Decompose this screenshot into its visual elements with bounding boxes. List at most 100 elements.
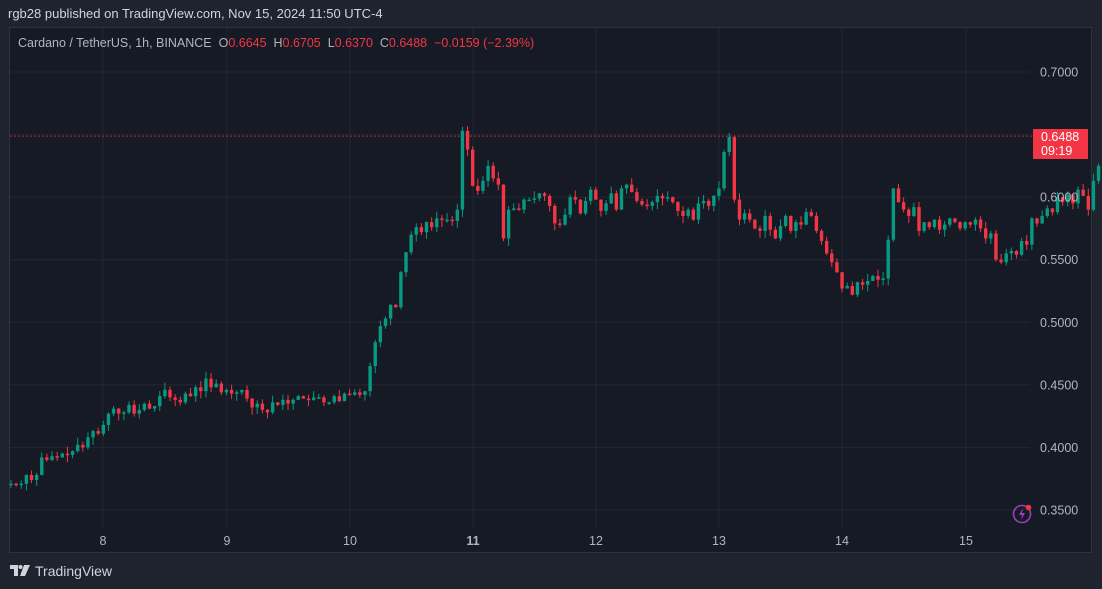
candle: [645, 204, 649, 207]
time-tick-label: 14: [835, 534, 849, 548]
low-value: 0.6370: [334, 36, 373, 50]
candle: [588, 189, 593, 201]
candle: [491, 165, 495, 179]
candle: [471, 149, 475, 186]
candle: [424, 222, 429, 233]
price-tick-label: 0.5500: [1040, 253, 1078, 267]
candle: [583, 200, 588, 214]
candle: [599, 199, 603, 211]
candle: [958, 222, 962, 229]
candle: [260, 403, 265, 410]
candle: [640, 200, 644, 205]
candle: [542, 193, 547, 196]
candle: [245, 389, 249, 399]
candle: [1030, 218, 1034, 245]
candle: [860, 282, 865, 285]
candle: [984, 228, 988, 239]
chart-panel[interactable]: [9, 27, 1092, 553]
candle: [193, 387, 198, 397]
candle: [132, 404, 136, 414]
tradingview-logo-icon: [10, 565, 30, 576]
footer: TradingView: [10, 563, 112, 579]
candle: [142, 403, 147, 410]
candle: [876, 275, 880, 280]
candle: [994, 233, 998, 260]
candle: [1019, 240, 1024, 255]
time-tick-label: 12: [589, 534, 603, 548]
candle: [896, 188, 901, 203]
candle: [1050, 208, 1055, 213]
candle: [29, 474, 34, 480]
candle: [353, 392, 357, 395]
candle: [799, 222, 803, 225]
candle: [9, 483, 13, 486]
candle: [204, 378, 208, 392]
candle: [563, 214, 567, 225]
candle: [665, 197, 670, 199]
candle: [250, 398, 254, 408]
candle: [1009, 250, 1014, 254]
time-axis: 8 9 10 11 12 13 14 15: [100, 534, 973, 548]
time-tick-label: 10: [343, 534, 357, 548]
candle: [368, 366, 372, 392]
candle: [912, 207, 916, 216]
candle: [573, 197, 577, 200]
candle: [614, 193, 619, 210]
candle: [768, 215, 772, 230]
candle: [342, 393, 347, 402]
last-price-badge: 0.6488 09:19: [1033, 129, 1088, 159]
price-axis: 0.70000.65000.60000.55000.50000.45000.40…: [1040, 66, 1078, 518]
candle: [604, 203, 608, 211]
candle: [55, 456, 59, 458]
chart-grid: [10, 28, 1032, 528]
time-tick-label: 11: [466, 534, 479, 548]
candle: [763, 215, 767, 231]
candle: [527, 199, 531, 202]
candle: [111, 408, 116, 414]
candle: [553, 205, 557, 224]
candle: [394, 304, 398, 308]
published-caption: rgb28 published on TradingView.com, Nov …: [8, 6, 383, 21]
bar-countdown: 09:19: [1041, 144, 1073, 158]
candle: [691, 209, 695, 220]
candle: [773, 229, 778, 239]
candle: [476, 185, 480, 191]
candle: [1071, 194, 1075, 204]
candle: [301, 396, 306, 399]
candle: [214, 383, 218, 388]
candle: [819, 230, 824, 241]
candle: [824, 240, 829, 254]
candle: [840, 272, 844, 289]
candle: [953, 218, 957, 223]
candle: [809, 212, 813, 216]
candle: [137, 409, 141, 414]
candle: [255, 403, 259, 408]
candle: [1091, 180, 1096, 210]
change-value: −0.0159 (−2.39%): [434, 36, 535, 50]
candle: [783, 215, 788, 226]
candle: [317, 397, 321, 399]
candle: [742, 213, 747, 220]
candle: [40, 457, 44, 475]
candle: [332, 396, 336, 403]
candle: [963, 222, 967, 229]
candle: [91, 431, 95, 438]
candle: [866, 280, 870, 285]
candle: [209, 378, 213, 388]
candle: [635, 192, 639, 201]
candle: [937, 219, 942, 230]
candle: [1076, 189, 1080, 204]
candle: [183, 393, 188, 403]
candle: [429, 222, 434, 228]
candle: [363, 391, 367, 395]
candle: [660, 195, 665, 199]
candle: [732, 137, 737, 200]
alert-icon[interactable]: [1012, 503, 1032, 524]
candle: [942, 224, 947, 230]
candle: [578, 199, 583, 214]
candle: [804, 212, 808, 225]
candle: [122, 412, 126, 414]
candle: [199, 387, 203, 392]
price-tick-label: 0.5000: [1040, 316, 1078, 330]
